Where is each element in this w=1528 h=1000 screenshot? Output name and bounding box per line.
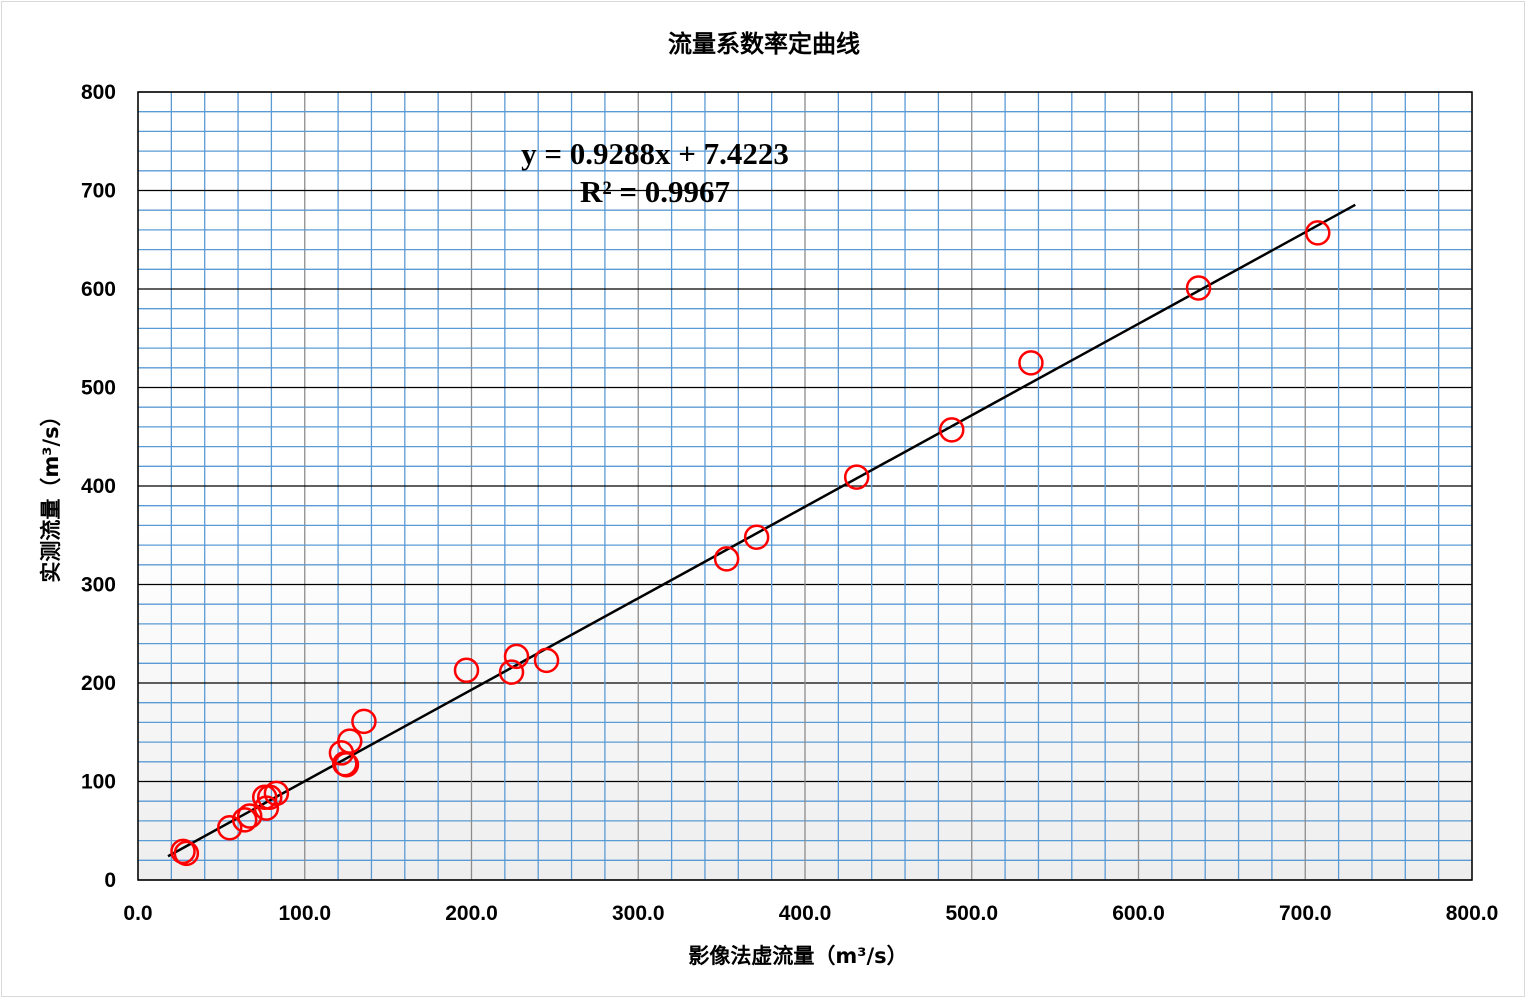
data-point <box>351 708 377 735</box>
y-tick-label: 600 <box>81 278 116 301</box>
x-ticks: 0.0 100.0 200.0 300.0 400.0 500.0 600.0 700.0 80… <box>123 902 1498 925</box>
y-tick-label: 500 <box>81 377 116 400</box>
data-point <box>173 840 200 867</box>
points-group <box>170 220 1331 867</box>
x-tick-label: 500.0 <box>945 902 998 925</box>
y-tick-label: 100 <box>81 771 116 794</box>
data-point <box>1185 275 1212 301</box>
y-ticks: 0 100 200 300 400 500 600 700 800 <box>81 81 116 892</box>
data-point <box>1305 220 1331 246</box>
x-tick-label: 800.0 <box>1446 902 1499 925</box>
data-point <box>170 838 196 865</box>
data-point <box>263 780 290 807</box>
data-point <box>216 815 243 841</box>
y-tick-label: 200 <box>81 672 116 695</box>
y-tick-label: 800 <box>81 81 116 104</box>
data-point <box>498 659 525 685</box>
x-tick-label: 700.0 <box>1279 902 1332 925</box>
x-tick-label: 100.0 <box>278 902 331 925</box>
x-tick-label: 400.0 <box>779 902 832 925</box>
trendline-group <box>167 203 1356 858</box>
grid <box>137 91 1473 881</box>
data-point <box>256 784 283 811</box>
y-tick-label: 300 <box>81 574 116 597</box>
data-point <box>236 803 263 829</box>
data-point <box>713 546 740 572</box>
trendline-equation: y = 0.9288x + 7.4223 <box>521 136 789 171</box>
x-axis-label: 影像法虚流量（m³/s） <box>688 944 907 968</box>
data-point <box>938 417 965 443</box>
x-tick-label: 600.0 <box>1112 902 1165 925</box>
trendline <box>167 203 1356 858</box>
x-tick-label: 0.0 <box>123 902 152 925</box>
x-tick-label: 200.0 <box>445 902 498 925</box>
data-point <box>231 807 258 833</box>
data-point <box>743 524 770 550</box>
y-tick-label: 400 <box>81 475 116 498</box>
chart-title: 流量系数率定曲线 <box>668 30 860 58</box>
data-point <box>1018 350 1044 376</box>
data-point <box>843 464 870 490</box>
y-tick-label: 700 <box>81 180 116 203</box>
y-tick-label: 0 <box>104 869 116 892</box>
r-squared-label: R² = 0.9967 <box>580 174 730 209</box>
data-point <box>453 657 480 683</box>
y-axis-label: 实测流量（m³/s） <box>39 405 63 582</box>
data-point <box>337 728 363 754</box>
plot-border <box>137 91 1473 881</box>
data-point <box>503 643 530 670</box>
x-tick-label: 300.0 <box>612 902 665 925</box>
data-point <box>533 647 560 674</box>
